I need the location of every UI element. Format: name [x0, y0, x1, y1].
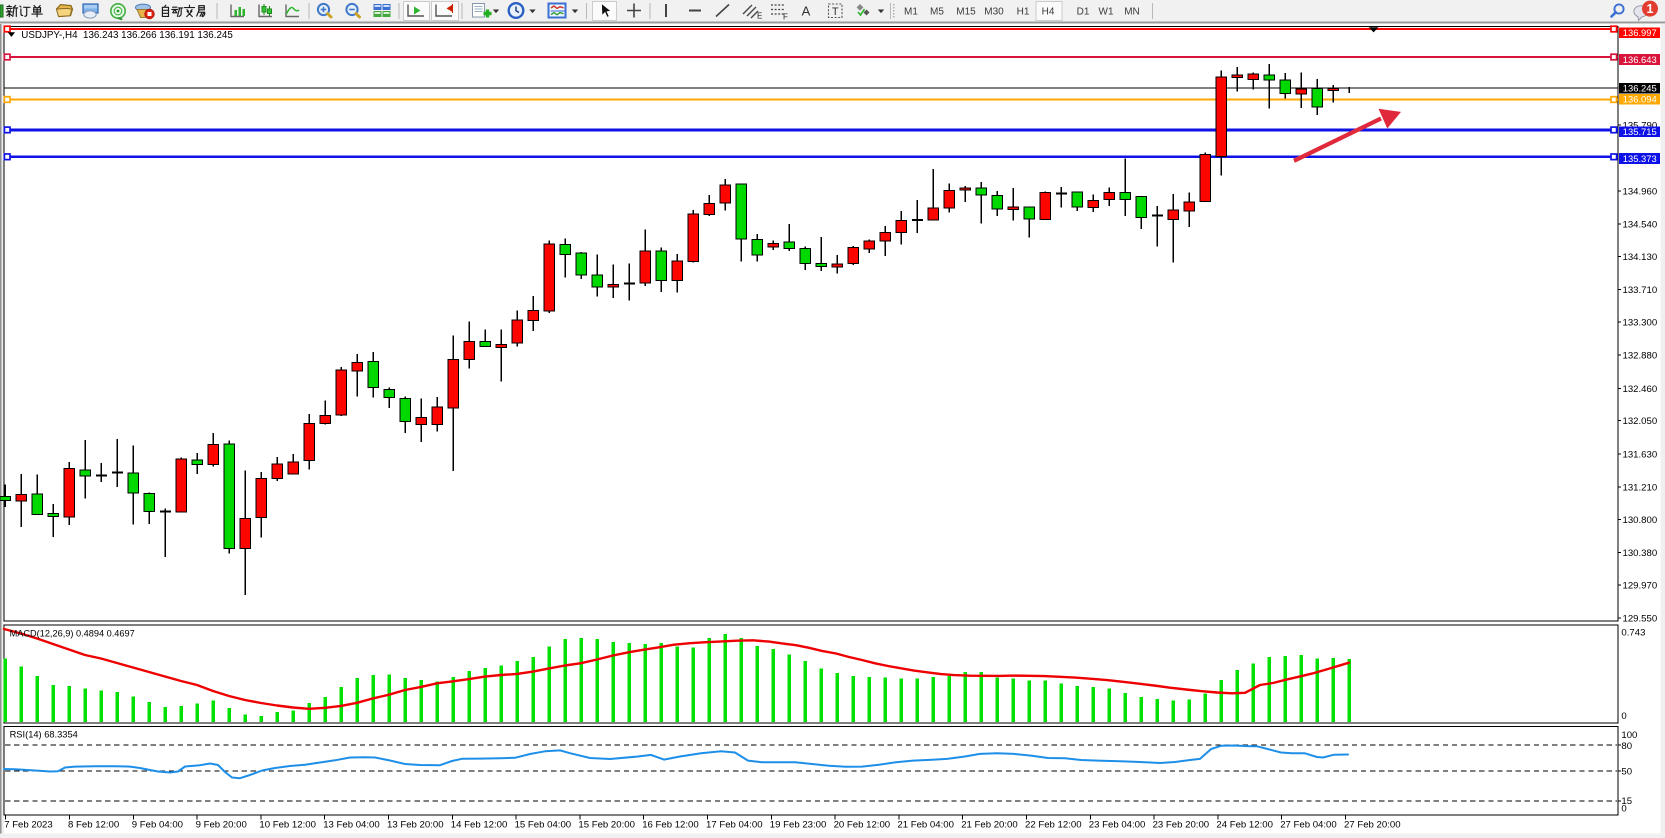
svg-text:134.540: 134.540	[1623, 220, 1658, 231]
svg-text:20 Feb 12:00: 20 Feb 12:00	[834, 820, 891, 831]
svg-text:15 Feb 20:00: 15 Feb 20:00	[578, 820, 635, 831]
svg-text:E: E	[757, 12, 762, 21]
svg-text:80: 80	[1621, 741, 1632, 752]
svg-text:13 Feb 04:00: 13 Feb 04:00	[323, 820, 380, 831]
svg-text:135.373: 135.373	[1623, 153, 1657, 164]
svg-text:134.130: 134.130	[1623, 252, 1658, 263]
svg-text:130.800: 130.800	[1623, 515, 1658, 526]
svg-text:27 Feb 20:00: 27 Feb 20:00	[1344, 820, 1401, 831]
svg-text:1: 1	[1647, 2, 1654, 16]
svg-text:136.094: 136.094	[1623, 94, 1657, 105]
svg-text:22 Feb 12:00: 22 Feb 12:00	[1025, 820, 1082, 831]
svg-text:23 Feb 04:00: 23 Feb 04:00	[1089, 820, 1146, 831]
svg-text:M5: M5	[930, 7, 944, 18]
svg-text:D1: D1	[1077, 7, 1090, 18]
svg-text:27 Feb 04:00: 27 Feb 04:00	[1280, 820, 1337, 831]
svg-text:14 Feb 12:00: 14 Feb 12:00	[451, 820, 508, 831]
svg-text:131.210: 131.210	[1623, 483, 1658, 494]
svg-text:136.997: 136.997	[1623, 27, 1657, 38]
svg-text:23 Feb 20:00: 23 Feb 20:00	[1153, 820, 1210, 831]
svg-text:136.643: 136.643	[1623, 54, 1657, 65]
svg-text:13 Feb 20:00: 13 Feb 20:00	[387, 820, 444, 831]
svg-text:H1: H1	[1017, 7, 1030, 18]
svg-text:0.743: 0.743	[1621, 628, 1645, 639]
svg-text:7 Feb 2023: 7 Feb 2023	[4, 820, 53, 831]
svg-text:M15: M15	[956, 7, 976, 18]
svg-text:MACD(12,26,9) 0.4894 0.4697: MACD(12,26,9) 0.4894 0.4697	[10, 629, 135, 639]
svg-text:9 Feb 20:00: 9 Feb 20:00	[196, 820, 247, 831]
svg-text:129.550: 129.550	[1623, 614, 1658, 625]
svg-text:W1: W1	[1099, 7, 1114, 18]
svg-text:A: A	[802, 4, 811, 19]
svg-text:MN: MN	[1124, 7, 1140, 18]
svg-text:134.960: 134.960	[1623, 186, 1658, 197]
svg-text:USDJPY-,H4 136.243 136.266 13: USDJPY-,H4 136.243 136.266 136.191 136.2…	[21, 30, 233, 41]
svg-text:132.050: 132.050	[1623, 416, 1658, 427]
svg-text:0: 0	[1621, 804, 1626, 815]
svg-text:T: T	[832, 6, 839, 18]
svg-text:RSI(14) 68.3354: RSI(14) 68.3354	[10, 730, 78, 740]
svg-text:M1: M1	[904, 7, 918, 18]
svg-text:129.970: 129.970	[1623, 581, 1658, 592]
svg-text:M30: M30	[984, 7, 1004, 18]
svg-text:8 Feb 12:00: 8 Feb 12:00	[68, 820, 119, 831]
svg-text:132.880: 132.880	[1623, 351, 1658, 362]
svg-text:15 Feb 04:00: 15 Feb 04:00	[515, 820, 572, 831]
svg-text:50: 50	[1621, 766, 1632, 777]
svg-text:15: 15	[1621, 796, 1632, 807]
svg-text:F: F	[783, 13, 788, 22]
svg-text:24 Feb 12:00: 24 Feb 12:00	[1216, 820, 1273, 831]
svg-text:21 Feb 20:00: 21 Feb 20:00	[961, 820, 1018, 831]
svg-text:132.460: 132.460	[1623, 384, 1658, 395]
svg-text:133.300: 133.300	[1623, 317, 1658, 328]
svg-text:19 Feb 23:00: 19 Feb 23:00	[770, 820, 827, 831]
svg-text:130.380: 130.380	[1623, 548, 1658, 559]
svg-text:10 Feb 12:00: 10 Feb 12:00	[259, 820, 316, 831]
svg-text:21 Feb 04:00: 21 Feb 04:00	[897, 820, 954, 831]
svg-text:16 Feb 12:00: 16 Feb 12:00	[642, 820, 699, 831]
svg-text:100: 100	[1621, 730, 1637, 741]
svg-text:17 Feb 04:00: 17 Feb 04:00	[706, 820, 763, 831]
svg-text:135.790: 135.790	[1623, 121, 1658, 132]
svg-text:135.715: 135.715	[1623, 126, 1657, 137]
svg-text:H4: H4	[1042, 7, 1055, 18]
svg-text:131.630: 131.630	[1623, 449, 1658, 460]
svg-text:9 Feb 04:00: 9 Feb 04:00	[132, 820, 183, 831]
svg-text:0: 0	[1621, 711, 1626, 722]
svg-text:133.710: 133.710	[1623, 285, 1658, 296]
svg-text:136.245: 136.245	[1623, 83, 1657, 94]
